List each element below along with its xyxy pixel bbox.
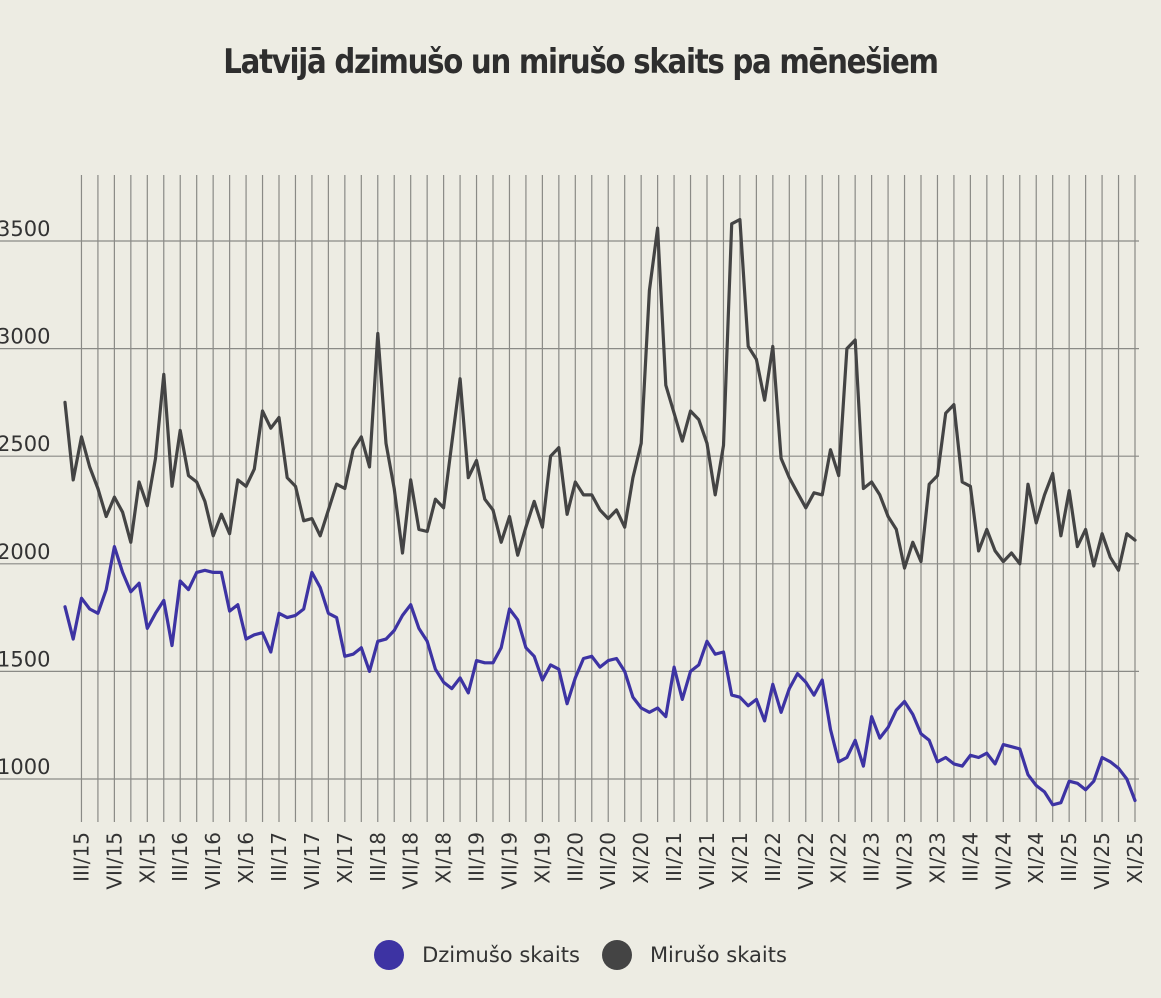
- x-tick-label: XI/20: [629, 832, 653, 884]
- x-tick-label: XI/23: [925, 832, 949, 884]
- x-tick-label: XI/18: [432, 832, 456, 884]
- x-tick-label: VII/15: [102, 832, 126, 890]
- x-tick-label: XI/24: [1024, 832, 1048, 884]
- x-tick-label: XI/21: [728, 832, 752, 884]
- x-tick-label: VII/24: [991, 832, 1015, 890]
- x-tick-label: III/15: [69, 832, 93, 882]
- x-tick-label: XI/15: [135, 832, 159, 884]
- legend-item-births[interactable]: Dzimušo skaits: [374, 940, 580, 970]
- x-tick-label: III/24: [958, 832, 982, 882]
- x-tick-label: XI/17: [333, 832, 357, 884]
- x-tick-label: VII/25: [1090, 832, 1114, 890]
- y-tick-label: 1000: [0, 755, 50, 779]
- x-tick-label: XI/22: [827, 832, 851, 884]
- y-tick-label: 1500: [0, 647, 50, 671]
- x-tick-label: XI/16: [234, 832, 258, 884]
- x-tick-label: III/19: [465, 832, 489, 882]
- x-tick-label: III/16: [168, 832, 192, 882]
- x-tick-label: III/17: [267, 832, 291, 882]
- x-tick-label: VII/17: [300, 832, 324, 890]
- x-tick-label: VII/21: [695, 832, 719, 890]
- x-tick-label: III/21: [662, 832, 686, 882]
- x-tick-label: III/18: [366, 832, 390, 882]
- y-tick-label: 3000: [0, 325, 50, 349]
- x-tick-label: III/20: [563, 832, 587, 882]
- series-line-deaths: [63, 217, 1137, 572]
- x-tick-label: VII/19: [497, 832, 521, 890]
- x-tick-label: III/25: [1057, 832, 1081, 882]
- y-tick-label: 2500: [0, 432, 50, 456]
- chart-title: Latvijā dzimušo un mirušo skaits pa mēne…: [223, 42, 939, 82]
- legend: Dzimušo skaits Mirušo skaits: [0, 940, 1161, 970]
- legend-label-births: Dzimušo skaits: [422, 943, 580, 967]
- x-tick-label: III/22: [761, 832, 785, 882]
- x-tick-label: VII/18: [399, 832, 423, 890]
- series-line-births: [63, 544, 1137, 807]
- legend-swatch-deaths: [601, 940, 632, 970]
- x-tick-label: VII/22: [794, 832, 818, 890]
- legend-label-deaths: Mirušo skaits: [649, 943, 787, 967]
- x-tick-label: III/23: [860, 832, 884, 882]
- y-tick-label: 2000: [0, 540, 50, 564]
- x-tick-label: VII/16: [201, 832, 225, 890]
- legend-swatch-births: [374, 940, 405, 970]
- x-tick-label: XI/25: [1123, 832, 1147, 884]
- legend-item-deaths[interactable]: Mirušo skaits: [601, 940, 787, 970]
- x-tick-label: XI/19: [530, 832, 554, 884]
- y-tick-label: 3500: [0, 217, 50, 241]
- x-tick-label: VII/20: [596, 832, 620, 890]
- x-tick-label: VII/23: [893, 832, 917, 890]
